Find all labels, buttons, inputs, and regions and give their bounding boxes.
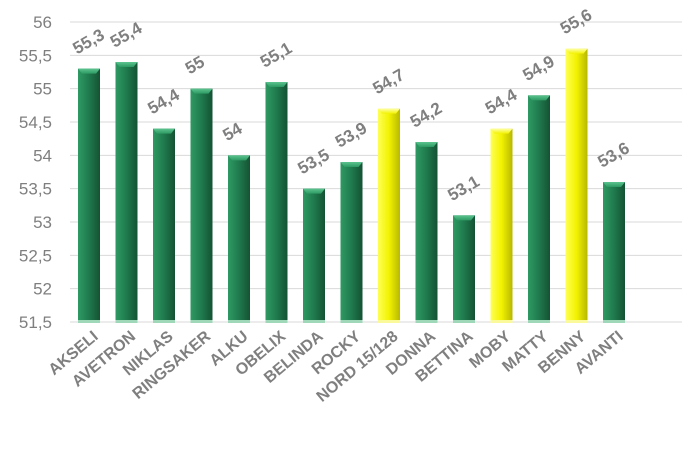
bar bbox=[340, 162, 363, 323]
data-label: 54,7 bbox=[370, 65, 408, 98]
bars bbox=[78, 48, 625, 323]
bar bbox=[528, 95, 550, 323]
data-label: 53,9 bbox=[332, 118, 370, 151]
data-label: 55,6 bbox=[557, 5, 595, 38]
y-tick-label: 53 bbox=[33, 213, 52, 232]
y-tick-label: 55 bbox=[33, 80, 52, 99]
data-label: 55,3 bbox=[70, 25, 108, 58]
x-axis: AKSELIAVETRONNIKLASRINGSAKERALKUOBELIXBE… bbox=[46, 328, 627, 406]
y-tick-label: 55,5 bbox=[19, 46, 52, 65]
bar bbox=[378, 108, 400, 323]
bar bbox=[265, 82, 288, 323]
y-tick-label: 51,5 bbox=[19, 313, 52, 332]
bar bbox=[303, 188, 325, 323]
data-label: 53,6 bbox=[595, 138, 633, 171]
y-axis: 51,5 52 52,5 53 53,5 54 54,5 55 55,5 56 bbox=[19, 13, 52, 332]
bar bbox=[190, 88, 213, 323]
y-tick-label: 54 bbox=[33, 146, 52, 165]
bar bbox=[78, 68, 100, 323]
data-label: 54,4 bbox=[482, 85, 521, 118]
data-label: 53,5 bbox=[295, 145, 333, 178]
data-label: 55,1 bbox=[257, 38, 295, 71]
bar bbox=[115, 62, 138, 323]
data-label: 54 bbox=[220, 119, 246, 145]
y-tick-label: 53,5 bbox=[19, 180, 52, 199]
data-label: 54,2 bbox=[407, 98, 445, 131]
bar bbox=[603, 182, 625, 323]
bar bbox=[228, 155, 250, 323]
y-tick-label: 52 bbox=[33, 280, 52, 299]
y-tick-label: 56 bbox=[33, 13, 52, 32]
data-label: 55 bbox=[182, 52, 208, 78]
data-label: 54,9 bbox=[520, 52, 558, 85]
bar bbox=[490, 128, 513, 323]
data-label: 53,1 bbox=[445, 172, 483, 205]
y-tick-label: 54,5 bbox=[19, 113, 52, 132]
bar bbox=[415, 142, 438, 323]
data-label: 54,4 bbox=[145, 85, 184, 118]
bar bbox=[153, 128, 175, 323]
y-tick-label: 52,5 bbox=[19, 246, 52, 265]
bar bbox=[565, 48, 588, 323]
data-label: 55,4 bbox=[107, 18, 146, 51]
bar bbox=[453, 215, 475, 323]
